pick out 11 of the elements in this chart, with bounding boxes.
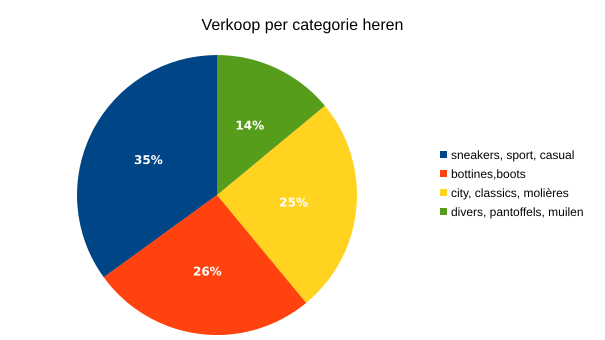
data-label: 14% <box>235 118 264 133</box>
legend-label: city, classics, molières <box>451 186 569 200</box>
pie-slice <box>104 195 306 335</box>
data-label: 35% <box>134 153 163 168</box>
data-label: 26% <box>192 264 222 279</box>
data-label: 25% <box>279 195 308 210</box>
legend-label: divers, pantoffels, muilen <box>451 205 584 220</box>
legend-label: bottines,boots <box>451 167 526 182</box>
legend-label: sneakers, sport, casual <box>451 148 574 162</box>
chart-title: Verkoop per categorie heren <box>202 17 404 34</box>
pie-slice <box>217 55 325 195</box>
